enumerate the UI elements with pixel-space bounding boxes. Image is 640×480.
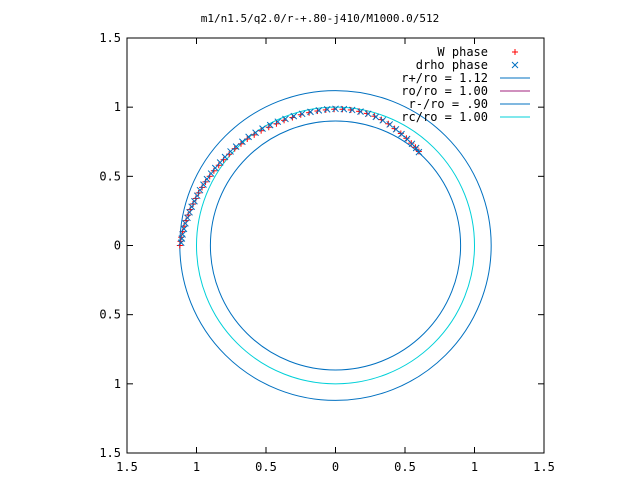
circle-layer — [179, 90, 492, 401]
drho-phase-point — [357, 108, 364, 115]
drho-phase-point — [186, 208, 193, 216]
y-tick-label: 0.5 — [99, 308, 121, 322]
x-tick-label: 1 — [471, 460, 478, 474]
drho-phase-point — [252, 129, 259, 137]
drho-phase-point — [191, 197, 198, 205]
x-tick-label: 1 — [193, 460, 200, 474]
drho-phase-point — [274, 118, 282, 126]
y-tick-label: 0.5 — [99, 169, 121, 183]
drho-phase-point — [290, 112, 298, 120]
drho-phase-point — [298, 110, 306, 118]
drho-phase-point — [232, 143, 240, 150]
x-tick-label: 0 — [332, 460, 339, 474]
y-tick-label: 1 — [114, 377, 121, 391]
drho-phase-point — [259, 125, 266, 132]
drho-phase-point — [203, 175, 211, 183]
legend-label: rc/ro = 1.00 — [401, 110, 488, 124]
drho-phase-point — [379, 116, 387, 124]
legend-label: W phase — [437, 45, 488, 59]
legend-label: ro/ro = 1.00 — [401, 84, 488, 98]
x-tick-label: 0.5 — [394, 460, 416, 474]
drho-phase-point — [323, 106, 331, 113]
drho-phase-point — [245, 133, 252, 141]
drho-phase-point — [200, 181, 207, 188]
chart-title: m1/n1.5/q2.0/r-+.80-j410/M1000.0/512 — [201, 12, 439, 25]
x-tick-label: 0.5 — [255, 460, 277, 474]
axis-ticks: 1.5 1 0.5 0 0.5 1 1.51.510.500.511.5 — [99, 31, 555, 474]
y-tick-label: 1.5 — [99, 446, 121, 460]
drho-phase-point — [221, 153, 229, 161]
y-tick-label: 1 — [114, 100, 121, 114]
drho-phase-point — [415, 148, 423, 156]
drho-phase-point — [196, 186, 204, 194]
drho-phase-point — [282, 115, 289, 123]
drho-phase-point — [184, 214, 191, 222]
drho-phase-point — [182, 220, 189, 227]
drho-phase-point — [364, 110, 372, 118]
drho-phase-point — [340, 105, 348, 113]
x-tick-label: 1.5 — [533, 460, 555, 474]
legend-marker — [511, 61, 519, 69]
drho-phase-point — [386, 121, 394, 128]
drho-phase-point — [180, 225, 188, 233]
drho-phase-point — [348, 106, 356, 114]
drho-phase-point — [412, 144, 420, 152]
drho-phase-point — [332, 105, 339, 113]
circle-1 — [196, 106, 475, 385]
circle-0_9 — [209, 120, 462, 371]
drho-phase-point — [398, 130, 405, 138]
x-tick-label: 1.5 — [116, 460, 138, 474]
y-tick-label: 1.5 — [99, 31, 121, 45]
drho-phase-point — [372, 113, 380, 121]
y-tick-label: 0 — [114, 239, 121, 253]
drho-phase-point — [179, 231, 186, 238]
legend-marker — [512, 49, 518, 55]
points-layer — [176, 105, 423, 249]
drho-phase-point — [266, 121, 274, 129]
drho-phase-point — [211, 164, 219, 172]
circle-1_12 — [179, 90, 492, 401]
drho-phase-point — [193, 192, 201, 200]
legend-label: r-/ro = .90 — [409, 97, 488, 111]
legend-label: drho phase — [416, 58, 488, 72]
drho-phase-point — [227, 148, 234, 155]
drho-phase-point — [207, 170, 215, 177]
drho-phase-point — [315, 106, 323, 114]
drho-phase-point — [188, 203, 195, 211]
drho-phase-point — [307, 108, 314, 116]
drho-phase-point — [239, 138, 246, 146]
drho-phase-point — [392, 125, 400, 133]
drho-phase-point — [216, 159, 224, 166]
legend-label: r+/ro = 1.12 — [401, 71, 488, 85]
